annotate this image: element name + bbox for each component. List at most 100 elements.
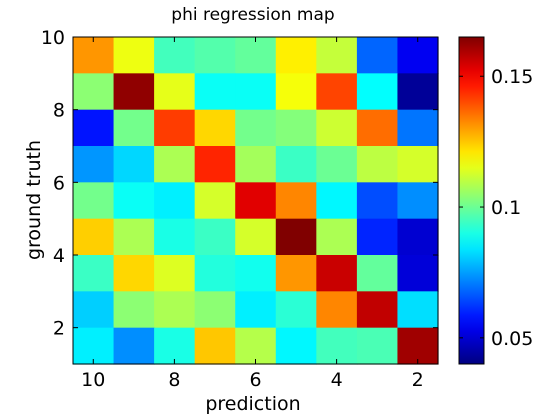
heatmap-cell [356,73,399,111]
heatmap-cell [113,73,155,111]
heatmap-cell [316,73,358,111]
heatmap-cell [235,146,277,183]
heatmap-cell [275,327,317,365]
heatmap-cell [275,109,317,147]
y-tick-label: 4 [53,245,65,267]
heatmap-cell [194,218,236,256]
heatmap-cell [316,327,358,365]
heatmap-cell [397,146,439,183]
heatmap-cell [73,255,115,292]
heatmap-cell [113,291,155,329]
heatmap-cell [275,146,317,183]
heatmap-cell [113,37,155,74]
heatmap-cell [154,37,196,74]
heatmap-cell [113,255,155,292]
heatmap-cell [113,182,155,220]
heatmap-cell [113,109,155,147]
heatmap-cell [397,73,439,111]
heatmap-cell [154,109,196,147]
heatmap-cell [397,37,439,74]
heatmap-cell [154,73,196,111]
heatmap-cell [275,218,317,256]
heatmap-cell [356,218,399,256]
heatmap-cell [397,291,439,329]
heatmap-cell [316,255,358,292]
heatmap-cell [316,109,358,147]
heatmap-cell [275,255,317,292]
heatmap-cells [73,37,439,365]
heatmap-cell [154,255,196,292]
heatmap-cell [73,109,115,147]
heatmap-cell [194,327,236,365]
y-tick-label: 10 [41,27,65,49]
heatmap-cell [275,182,317,220]
heatmap-cell [154,182,196,220]
x-tick-label: 8 [168,369,180,391]
x-axis-label: prediction [205,393,300,415]
heatmap-cell [275,291,317,329]
y-tick-label: 8 [53,100,65,122]
heatmap-cell [235,182,277,220]
heatmap-cell [235,37,277,74]
heatmap-cell [397,218,439,256]
heatmap-cell [73,73,115,111]
heatmap-cell [154,291,196,329]
heatmap-cell [316,182,358,220]
heatmap-cell [194,146,236,183]
heatmap-cell [316,146,358,183]
heatmap-cell [356,146,399,183]
y-axis: 2 4 6 8 10 [41,27,438,340]
heatmap-cell [397,327,439,365]
colorbar-tick-label: 0.15 [491,66,533,88]
x-tick-label: 2 [412,369,424,391]
heatmap-cell [356,291,399,329]
heatmap-cell [235,291,277,329]
heatmap-cell [235,73,277,111]
heatmap-cell [113,218,155,256]
heatmap-cell [194,109,236,147]
heatmap-cell [194,37,236,74]
heatmap-cell [356,109,399,147]
heatmap-cell [397,182,439,220]
heatmap-cell [275,37,317,74]
heatmap-cell [316,37,358,74]
heatmap-cell [316,218,358,256]
colorbar-tick-label: 0.05 [491,328,533,350]
heatmap-cell [235,109,277,147]
y-tick-label: 2 [53,318,65,340]
y-axis-label: ground truth [23,140,45,260]
heatmap-cell [235,255,277,292]
heatmap-cell [235,218,277,256]
x-axis: 10 8 6 4 2 [81,37,424,391]
heatmap-cell [113,146,155,183]
x-tick-label: 6 [249,369,261,391]
heatmap-cell [194,182,236,220]
heatmap-cell [73,218,115,256]
heatmap-cell [113,327,155,365]
heatmap-cell [356,255,399,292]
heatmap-cell [73,327,115,365]
x-tick-label: 10 [81,369,105,391]
heatmap-cell [154,327,196,365]
heatmap-cell [154,146,196,183]
heatmap-cell [154,218,196,256]
heatmap-cell [73,291,115,329]
heatmap-cell [397,255,439,292]
y-tick-label: 6 [53,172,65,194]
heatmap-cell [73,37,115,74]
colorbar-tick-label: 0.1 [491,197,521,219]
heatmap-cell [194,73,236,111]
heatmap-cell [194,291,236,329]
chart-title: phi regression map [171,5,334,25]
x-tick-label: 4 [331,369,343,391]
heatmap-cell [356,327,399,365]
heatmap-cell [356,37,399,74]
heatmap-cell [194,255,236,292]
heatmap-cell [397,109,439,147]
heatmap-cell [235,327,277,365]
heatmap-cell [316,291,358,329]
heatmap-cell [73,182,115,220]
heatmap-cell [275,73,317,111]
heatmap-cell [73,146,115,183]
